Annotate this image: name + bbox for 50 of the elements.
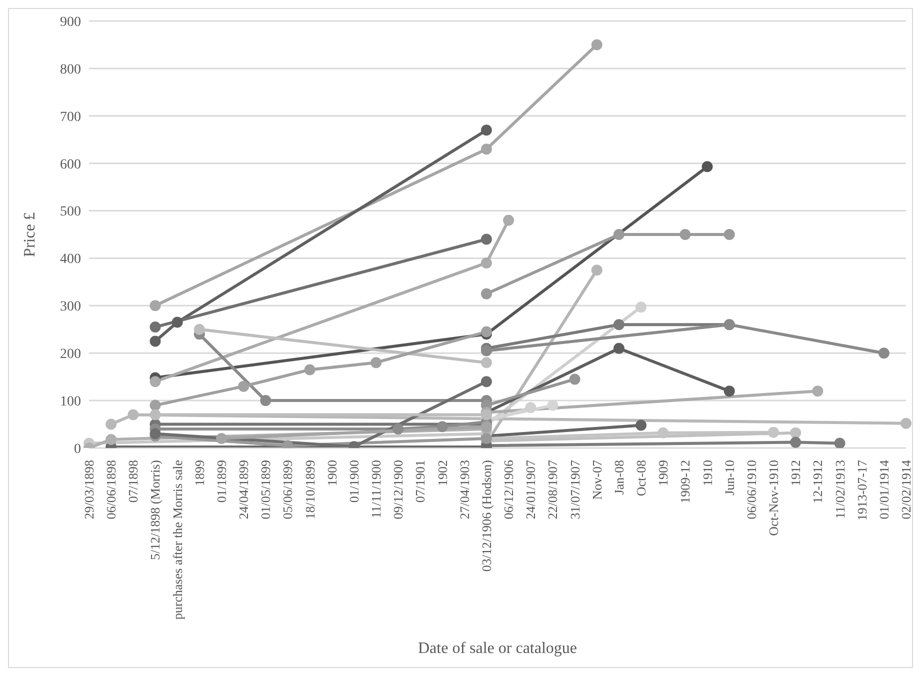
x-tick-label: 1909-12 [678, 460, 693, 504]
x-tick-label: 01/1899 [214, 460, 229, 503]
x-tick-label: 07/1898 [126, 460, 141, 503]
y-tick-label: 500 [60, 204, 81, 220]
y-axis-title: Price £ [22, 212, 39, 257]
x-tick-label: 01/05/1899 [258, 460, 274, 520]
y-tick-label: 0 [74, 442, 81, 457]
y-tick-label: 700 [60, 110, 81, 125]
x-tick-label: 01/01/1914 [876, 460, 892, 520]
x-tick-label: 1909 [656, 460, 671, 486]
x-tick-label: 06/06/1910 [744, 460, 759, 520]
x-tick-label: purchases after the Morris sale [170, 460, 185, 620]
x-tick-label: Nov-07 [589, 460, 604, 500]
x-tick-label: 1910 [700, 460, 715, 486]
x-tick-label: 31/07/1907 [567, 460, 582, 520]
x-tick-label: 1899 [192, 460, 207, 486]
x-tick-label: 1902 [434, 460, 450, 486]
x-tick-label: 24/04/1899 [236, 460, 252, 520]
y-tick-label: 400 [60, 252, 81, 268]
x-tick-label: 22/08/1907 [545, 460, 560, 520]
x-tick-label: 01/1900 [346, 460, 362, 503]
x-tick-label: Oct-Nov-1910 [766, 460, 782, 536]
x-tick-label: 1913-07-17 [854, 460, 870, 521]
x-axis-title: Date of sale or catalogue [418, 640, 578, 657]
x-tick-label: 11/11/1900 [368, 460, 384, 518]
x-tick-label: Jan-08 [611, 460, 626, 495]
x-tick-label: 18/10/1899 [302, 460, 318, 520]
x-tick-label: 11/02/1913 [832, 460, 848, 519]
x-tick-label: 07/1901 [412, 460, 428, 503]
x-tick-label: 1912 [788, 460, 804, 486]
x-tick-label: 06/06/1898 [104, 460, 119, 520]
x-tick-label: 29/03/1898 [82, 460, 96, 520]
x-tick-label: Oct-08 [634, 460, 649, 496]
y-tick-label: 200 [60, 347, 81, 362]
x-tick-label: 03/12/1906 (Hodson) [478, 460, 494, 572]
y-tick-label: 600 [60, 157, 81, 172]
x-tick-label: 27/04/1903 [456, 460, 472, 520]
x-tick-label: 12-1912 [810, 460, 826, 504]
y-tick-label: 300 [60, 300, 81, 315]
y-tick-label: 900 [60, 14, 81, 30]
y-tick-label: 800 [60, 62, 81, 78]
x-tick-label: Jun-10 [722, 460, 737, 496]
y-tick-label: 100 [60, 394, 81, 410]
x-tick-label: 05/06/1899 [280, 460, 296, 520]
x-tick-label: 1900 [324, 460, 340, 486]
x-tick-label: 24/01/1907 [523, 460, 538, 520]
x-tick-label: 02/02/1914 [898, 460, 914, 520]
x-tick-label: 5/12/1898 (Morris) [148, 460, 163, 560]
x-tick-label: 06/12/1906 [501, 460, 516, 520]
x-tick-label: 09/12/1900 [390, 460, 406, 520]
